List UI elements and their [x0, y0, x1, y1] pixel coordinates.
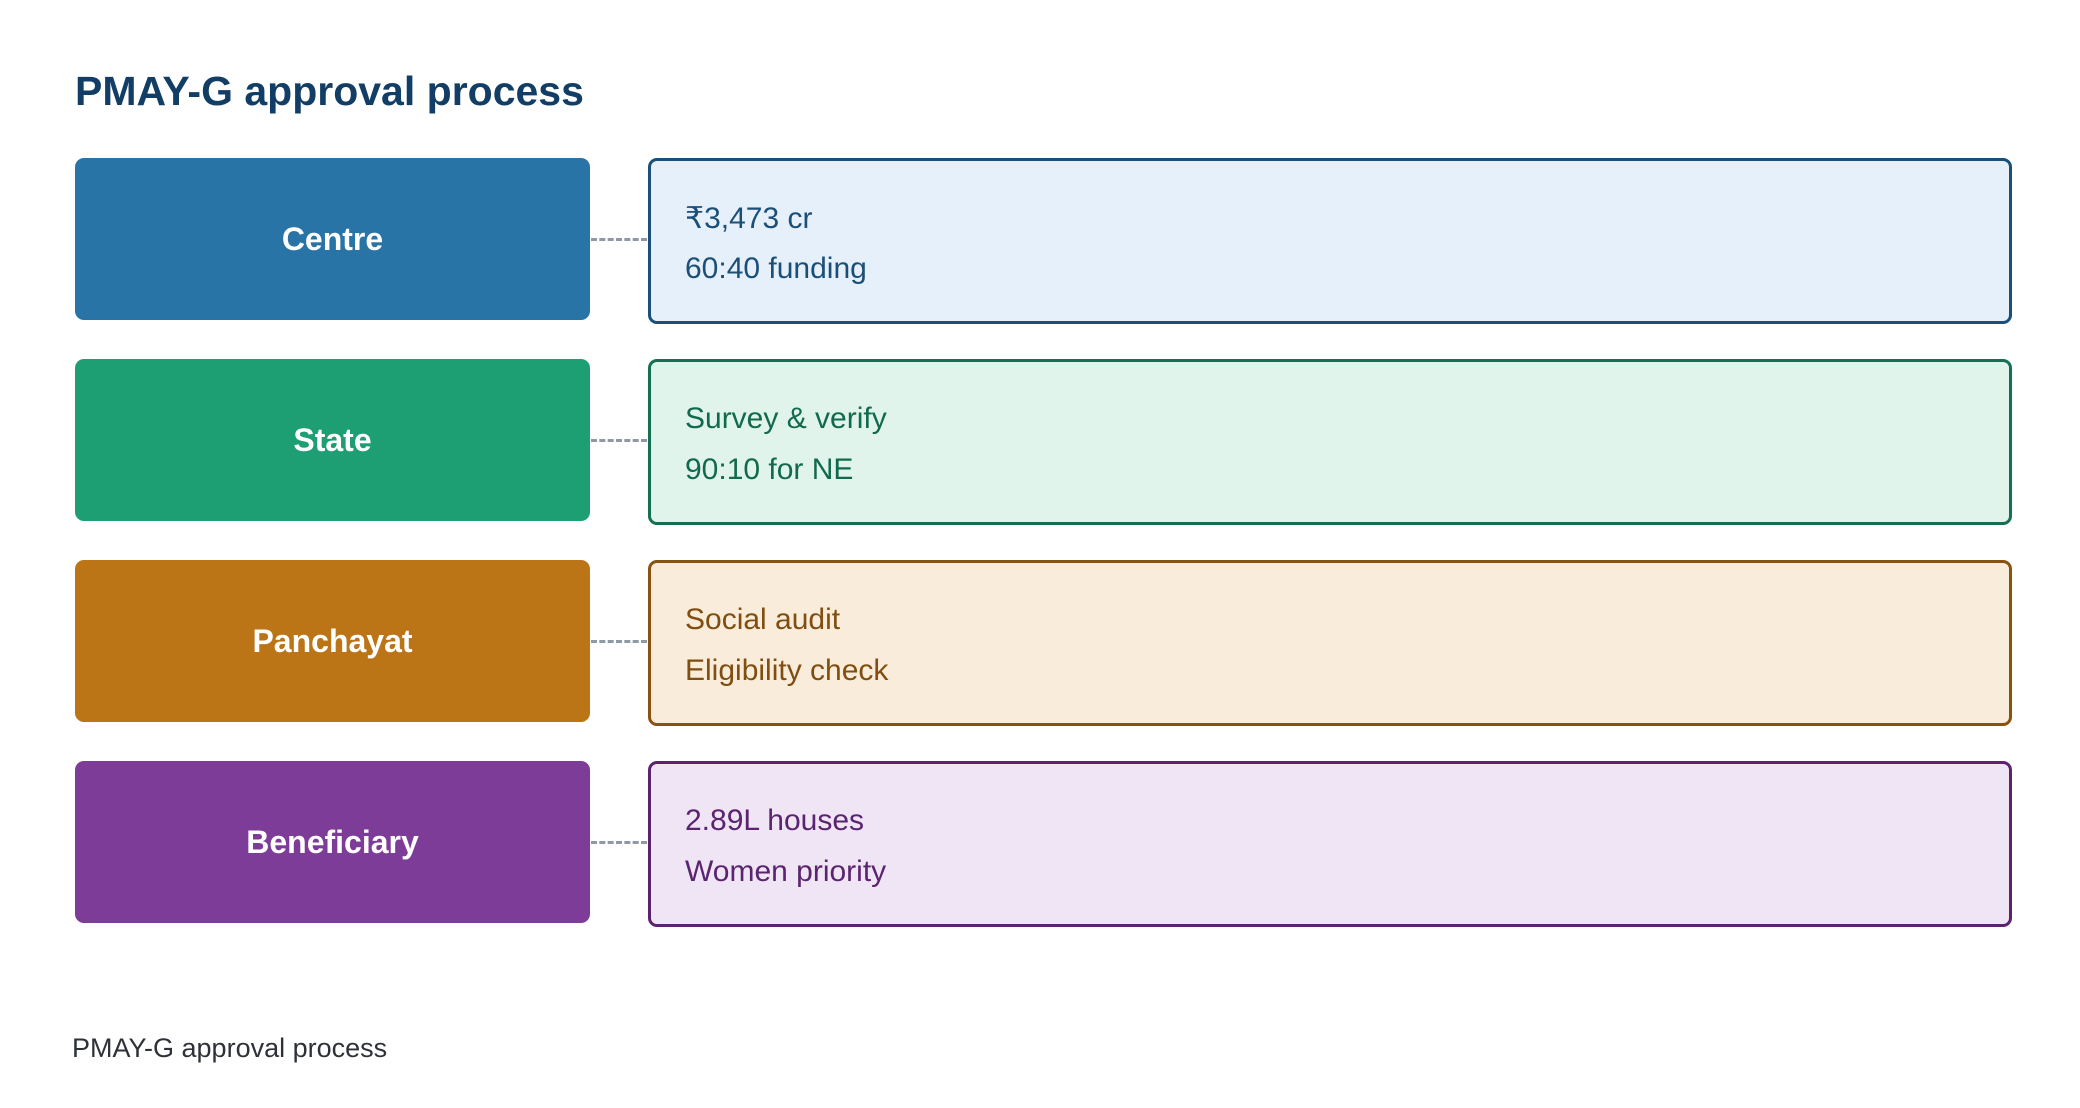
- connector-line: [591, 238, 647, 241]
- detail-line: Eligibility check: [685, 654, 889, 687]
- detail-box-centre: ₹3,473 cr 60:40 funding: [648, 158, 2012, 324]
- footer-caption: PMAY-G approval process: [72, 1033, 388, 1063]
- detail-line: Social audit: [685, 603, 841, 636]
- detail-line: Women priority: [685, 855, 887, 888]
- stage-row-panchayat: Panchayat Social audit Eligibility check: [75, 560, 2012, 726]
- connector-line: [591, 439, 647, 442]
- detail-line: 2.89L houses: [685, 804, 865, 837]
- connector-line: [591, 841, 647, 844]
- detail-box-panchayat: Social audit Eligibility check: [648, 560, 2012, 726]
- detail-line: Survey & verify: [685, 402, 887, 435]
- detail-box-state: Survey & verify 90:10 for NE: [648, 359, 2012, 525]
- stage-label: Panchayat: [252, 622, 413, 659]
- stage-box-panchayat: Panchayat: [75, 560, 590, 722]
- detail-line: ₹3,473 cr: [685, 202, 813, 235]
- stage-box-state: State: [75, 359, 590, 521]
- stage-label: Centre: [281, 220, 384, 257]
- detail-line: 60:40 funding: [685, 252, 867, 285]
- connector-line: [591, 640, 647, 643]
- detail-line: 90:10 for NE: [685, 453, 854, 486]
- stage-box-centre: Centre: [75, 158, 590, 320]
- stage-label: Beneficiary: [246, 823, 419, 860]
- stage-row-state: State Survey & verify 90:10 for NE: [75, 359, 2012, 525]
- stage-box-beneficiary: Beneficiary: [75, 761, 590, 923]
- diagram-title: PMAY-G approval process: [75, 68, 584, 114]
- stage-row-beneficiary: Beneficiary 2.89L houses Women priority: [75, 761, 2012, 927]
- stage-row-centre: Centre ₹3,473 cr 60:40 funding: [75, 158, 2012, 324]
- detail-box-beneficiary: 2.89L houses Women priority: [648, 761, 2012, 927]
- stage-label: State: [293, 421, 372, 458]
